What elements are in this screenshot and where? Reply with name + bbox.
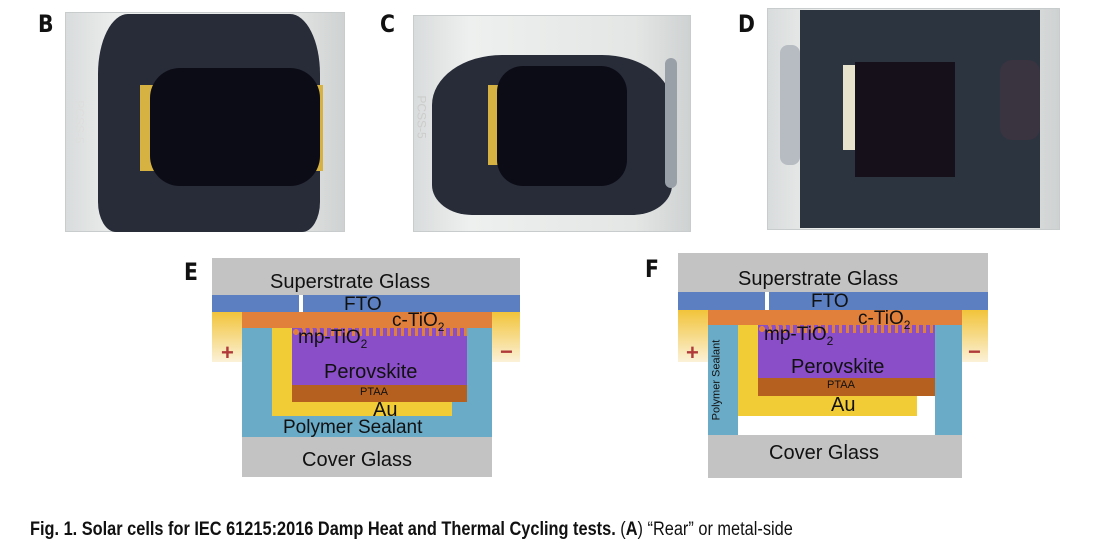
minus-icon: −	[968, 339, 981, 364]
ptaa-layer	[758, 378, 935, 396]
panel-label-c: C	[380, 10, 395, 38]
superstrate-glass	[678, 253, 988, 292]
superstrate-glass	[212, 258, 520, 295]
panel-label-b: B	[38, 10, 54, 38]
label-perovskite: Perovskite	[324, 361, 418, 383]
c-tio2-layer	[242, 312, 492, 328]
cover-glass	[242, 437, 492, 477]
minus-icon: −	[500, 339, 513, 364]
label-ptaa: PTAA	[827, 379, 855, 391]
plus-icon: +	[686, 340, 699, 365]
label-fto: FTO	[344, 294, 382, 315]
label-ptaa: PTAA	[360, 386, 388, 398]
label-superstrate: Superstrate Glass	[270, 271, 431, 293]
label-sealant-f: Polymer Sealant	[710, 339, 723, 421]
fto-layer	[678, 292, 988, 310]
label-sealant-e: Polymer Sealant	[283, 417, 423, 438]
polymer-sealant-left	[708, 325, 738, 435]
label-ctio2: c-TiO2	[858, 308, 911, 332]
label-superstrate: Superstrate Glass	[738, 268, 899, 290]
fto-scribe	[299, 295, 303, 312]
photo-c-label: PCSS-5	[414, 95, 429, 139]
mp-tio2-layer	[292, 328, 467, 336]
contact-right	[492, 312, 520, 362]
figure-caption: Fig. 1. Solar cells for IEC 61215:2016 D…	[30, 519, 793, 540]
contact-left	[212, 312, 242, 362]
contact-left	[678, 310, 708, 362]
fto-layer	[212, 295, 520, 312]
perovskite-layer	[292, 328, 467, 385]
polymer-sealant-right	[935, 325, 962, 435]
label-perovskite: Perovskite	[791, 356, 885, 378]
mp-tio2-layer	[758, 325, 935, 333]
cover-glass	[708, 435, 962, 478]
panel-label-e: E	[184, 258, 198, 286]
photo-b-label: PCSS-5	[72, 100, 87, 144]
label-ctio2: c-TiO2	[392, 310, 445, 334]
caption-title: Fig. 1. Solar cells for IEC 61215:2016 D…	[30, 519, 616, 540]
panel-label-d: D	[738, 10, 755, 38]
label-cover-f: Cover Glass	[769, 442, 880, 464]
contact-right	[962, 310, 988, 362]
fto-scribe	[765, 292, 769, 310]
ptaa-layer	[292, 385, 467, 402]
perovskite-layer	[758, 325, 935, 378]
label-mptio2: mp-TiO2	[764, 324, 834, 348]
label-fto: FTO	[811, 291, 849, 312]
label-mptio2: mp-TiO2	[298, 327, 368, 351]
label-au: Au	[373, 399, 398, 421]
plus-icon: +	[221, 340, 234, 365]
caption-panel-ref: A	[625, 519, 638, 540]
panel-label-f: F	[645, 255, 659, 283]
label-cover-e: Cover Glass	[302, 449, 413, 471]
c-tio2-layer	[708, 310, 962, 325]
label-au: Au	[831, 394, 856, 416]
